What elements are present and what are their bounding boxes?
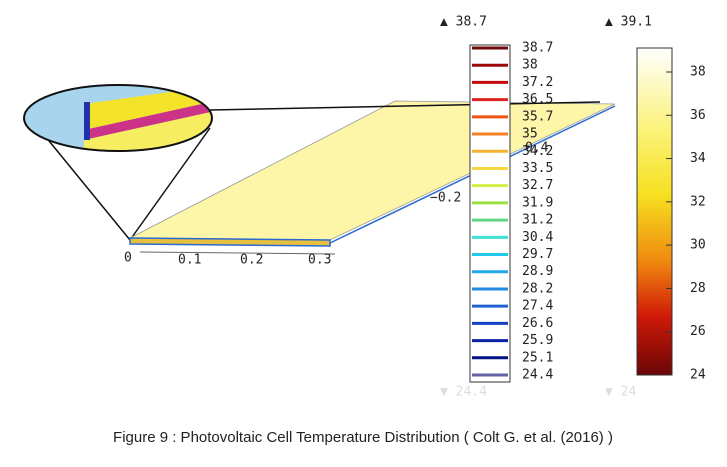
magnifier (24, 85, 212, 151)
contour-level-label: 29.7 (522, 247, 553, 262)
colorbar (636, 47, 673, 376)
colorbar-tick-label: 34 (690, 151, 706, 166)
colorbar-tick-label: 30 (690, 238, 706, 253)
contour-level-label: 33.5 (522, 161, 553, 176)
contour-level-label: 35.7 (522, 109, 553, 124)
axis-line (139, 251, 336, 255)
contour-level-label: 34.2 (522, 144, 553, 159)
y-axis-label: 0.4 (525, 141, 549, 156)
axis-line (209, 101, 601, 111)
contour-level-label: 30.4 (522, 230, 553, 245)
contour-level-label: 24.4 (522, 368, 553, 383)
x-axis-label: 0.2 (240, 253, 263, 268)
contour-level-label: 36.5 (522, 92, 553, 107)
y-axis-label: −0.2 (430, 191, 461, 206)
contour-level-label: 28.2 (522, 281, 553, 296)
colorbar-tick-label: 24 (690, 368, 706, 383)
contour-level-label: 27.4 (522, 299, 553, 314)
contour-level-label: 28.9 (522, 264, 553, 279)
colorbar-tick-label: 36 (690, 108, 706, 123)
zoom-line (44, 135, 131, 241)
caption: Figure 9 : Photovoltaic Cell Temperature… (113, 429, 613, 446)
contour-level-label: 26.6 (522, 316, 553, 331)
x-axis-label: 0.3 (308, 253, 331, 268)
contour-level-label: 31.9 (522, 195, 553, 210)
contour-level-label: 32.7 (522, 178, 553, 193)
contour-max-label: ▲ 38.7 (440, 15, 487, 30)
contour-min-label: ▼ 24.4 (440, 385, 487, 400)
contour-legend-frame (469, 44, 511, 383)
colorbar-tick-label: 26 (690, 324, 706, 339)
colorbar-tick-label: 38 (690, 65, 706, 80)
contour-level-label: 35 (522, 127, 538, 142)
x-axis-label: 0 (124, 251, 132, 266)
zoom-line (129, 127, 211, 241)
contour-level-label: 38.7 (522, 41, 553, 56)
contour-level-label: 25.9 (522, 333, 553, 348)
colorbar-min-label: ▼ 24 (605, 385, 636, 400)
contour-level-label: 25.1 (522, 350, 553, 365)
colorbar-max-label: ▲ 39.1 (605, 15, 652, 30)
contour-level-label: 37.2 (522, 75, 553, 90)
colorbar-tick-label: 28 (690, 281, 706, 296)
plate-edge (129, 237, 331, 247)
contour-level-label: 38 (522, 58, 538, 73)
x-axis-label: 0.1 (178, 253, 201, 268)
magnifier-rim (23, 84, 213, 152)
colorbar-tick-label: 32 (690, 194, 706, 209)
contour-level-label: 31.2 (522, 213, 553, 228)
